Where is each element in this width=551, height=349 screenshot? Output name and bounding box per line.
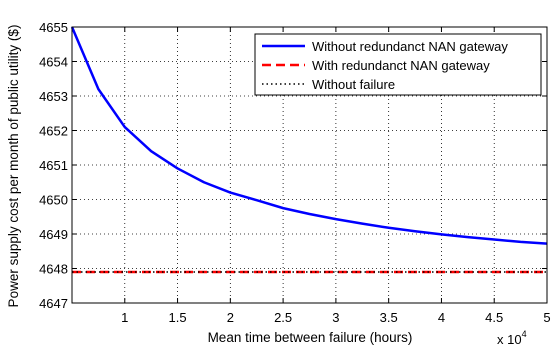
x-axis-multiplier: x 104: [497, 329, 527, 347]
legend-label-without-redundant: Without redundanct NAN gateway: [312, 39, 508, 54]
y-tick-label: 4650: [39, 193, 68, 208]
x-axis-label: Mean time between failure (hours): [208, 330, 413, 345]
x-tick-label: 1: [121, 310, 128, 325]
y-tick-label: 4648: [39, 262, 68, 277]
y-tick-label: 4653: [39, 89, 68, 104]
y-tick-label: 4655: [39, 20, 68, 35]
legend-label-without-failure: Without failure: [312, 77, 395, 92]
y-tick-label: 4647: [39, 296, 68, 311]
x-axis-multiplier-exponent: 4: [522, 329, 527, 339]
x-tick-label: 3.5: [380, 310, 398, 325]
axis-ticks: [72, 26, 548, 304]
y-tick-label: 4652: [39, 124, 68, 139]
x-tick-label: 2: [227, 310, 234, 325]
legend-label-with-redundant: With redundanct NAN gateway: [312, 58, 490, 73]
series-layer: [70, 26, 548, 274]
y-tick-label: 4649: [39, 227, 68, 242]
x-axis-multiplier-base: x 10: [497, 332, 522, 347]
x-tick-label: 4.5: [485, 310, 503, 325]
x-tick-label: 1.5: [169, 310, 187, 325]
y-axis-label: Power supply cost per month of public ut…: [6, 25, 21, 308]
legend-box: [254, 33, 542, 96]
x-tick-label: 3: [332, 310, 339, 325]
x-tick-label: 4: [438, 310, 445, 325]
series-line-0: [70, 26, 548, 245]
x-tick-label: 2.5: [274, 310, 292, 325]
legend: Without redundanct NAN gateway With redu…: [254, 33, 542, 96]
y-tick-label: 4651: [39, 158, 68, 173]
x-tick-label: 5: [543, 310, 550, 325]
tick-labels: 1 1.5 2 2.5 3 3.5 4 4.5 5 4647 4648 4649 4650 4651 465…: [39, 20, 551, 325]
y-tick-label: 4654: [39, 55, 68, 70]
